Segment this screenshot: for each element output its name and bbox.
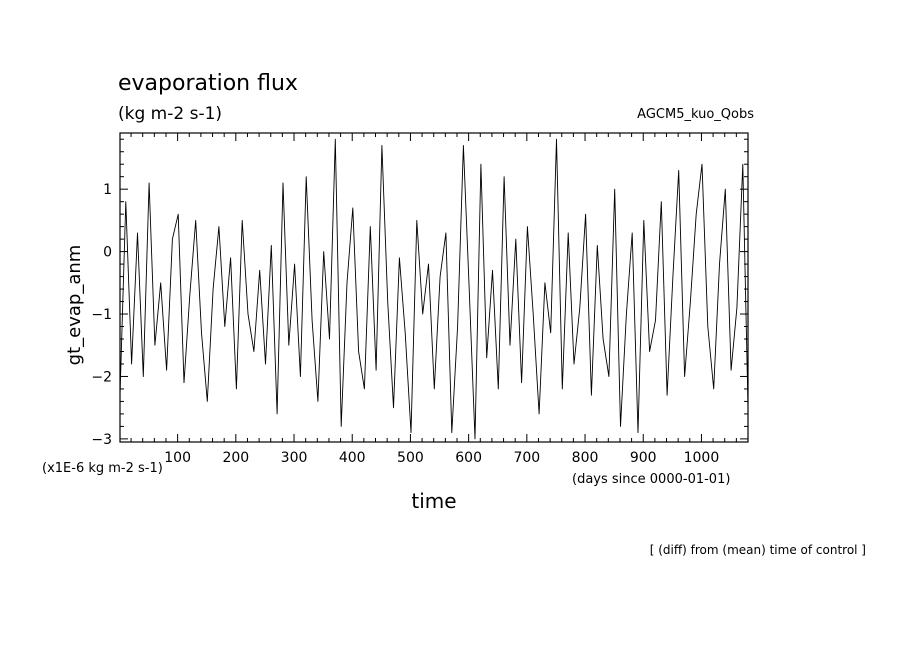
series-line-gt-evap-anm: [119, 138, 749, 440]
chart-title: evaporation flux: [118, 71, 298, 96]
x-tick-labels: 100 200 300 400 500 600 700 800 900 1000: [164, 450, 719, 466]
y-tick-labels: −3 −2 −1 0 1: [91, 182, 112, 448]
y-unit-label: (x1E-6 kg m-2 s-1): [42, 461, 163, 476]
chart-subtitle: (kg m-2 s-1): [118, 104, 222, 124]
x-tick-label: 800: [572, 450, 599, 466]
x-tick-label: 200: [222, 450, 249, 466]
y-tick-label: −2: [91, 369, 112, 385]
x-tick-label: 900: [630, 450, 657, 466]
y-tick-label: 1: [103, 182, 112, 198]
y-tick-label: 0: [103, 245, 112, 261]
x-tick-label: 400: [339, 450, 366, 466]
x-tick-label: 500: [397, 450, 424, 466]
y-tick-label: −1: [91, 307, 112, 323]
run-label: AGCM5_kuo_Qobs: [637, 107, 754, 122]
footnote: [ (diff) from (mean) time of control ]: [650, 543, 866, 557]
x-tick-label: 100: [164, 450, 191, 466]
plot-frame: [119, 132, 749, 443]
x-axis-label: time: [411, 489, 456, 513]
x-tick-label: 300: [281, 450, 308, 466]
x-tick-label: 600: [455, 450, 482, 466]
y-axis-label: gt_evap_anm: [64, 245, 85, 366]
x-tick-label: 1000: [684, 450, 720, 466]
x-tick-label: 700: [513, 450, 540, 466]
axis-ticks: [120, 133, 749, 442]
x-unit-label: (days since 0000-01-01): [572, 472, 730, 487]
y-tick-label: −3: [91, 432, 112, 448]
